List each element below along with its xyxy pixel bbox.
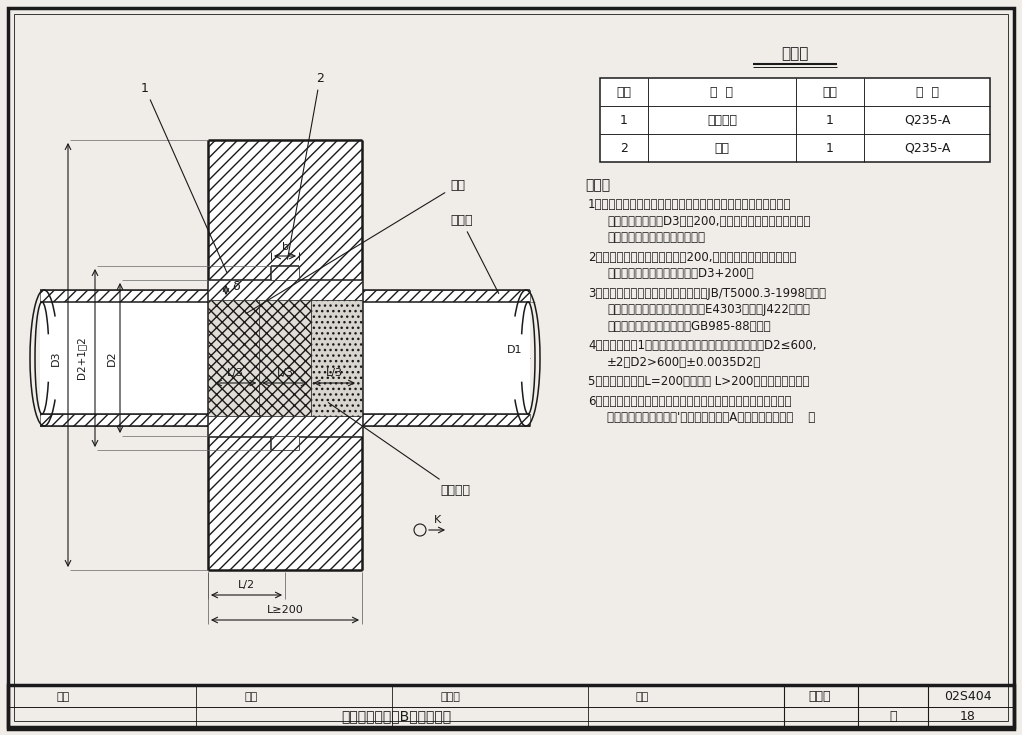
Text: 1: 1 xyxy=(826,113,834,126)
Text: 材料表: 材料表 xyxy=(781,46,808,62)
Text: 翼环: 翼环 xyxy=(714,142,730,154)
Text: 1: 1 xyxy=(620,113,628,126)
Text: 3．焊接结构尺寸公差与形位公差按照JB/T5000.3-1998执行。: 3．焊接结构尺寸公差与形位公差按照JB/T5000.3-1998执行。 xyxy=(588,287,826,299)
Text: L/3: L/3 xyxy=(227,368,244,378)
Text: L/3: L/3 xyxy=(326,368,342,378)
Text: 18: 18 xyxy=(960,709,976,723)
Text: 2: 2 xyxy=(287,71,324,259)
Text: L≥200: L≥200 xyxy=(267,605,304,615)
Text: 钢制套管: 钢制套管 xyxy=(707,113,737,126)
Bar xyxy=(600,78,990,162)
Text: K: K xyxy=(433,515,440,525)
Bar xyxy=(271,436,299,450)
Bar xyxy=(260,300,311,416)
Bar xyxy=(208,300,260,416)
Text: D2+1～2: D2+1～2 xyxy=(76,337,86,379)
Text: 材  料: 材 料 xyxy=(916,85,938,98)
Text: 坡口的基本形式与尺寸按照GB985-88执行。: 坡口的基本形式与尺寸按照GB985-88执行。 xyxy=(607,320,771,332)
Text: 图集号: 图集号 xyxy=(808,690,831,703)
Text: 2: 2 xyxy=(620,142,628,154)
Text: 内容明: 内容明 xyxy=(440,692,460,702)
Text: 序号: 序号 xyxy=(616,85,632,98)
Bar xyxy=(208,280,362,300)
Bar xyxy=(311,300,362,416)
Text: Q235-A: Q235-A xyxy=(903,142,950,154)
Bar xyxy=(362,290,530,302)
Text: ±2，D2>600，±0.0035D2。: ±2，D2>600，±0.0035D2。 xyxy=(607,356,761,368)
Text: 4．当套管（件1）采用卷制成型时，周长允许偏差为：D2≤600,: 4．当套管（件1）采用卷制成型时，周长允许偏差为：D2≤600, xyxy=(588,339,817,352)
Bar xyxy=(40,302,208,414)
Text: 说明：: 说明： xyxy=(585,178,610,192)
Text: 2．穿管处混凝土墙厚应不小于200,否则应使墙壁一边或两边加: 2．穿管处混凝土墙厚应不小于200,否则应使墙壁一边或两边加 xyxy=(588,251,796,264)
Text: L/2: L/2 xyxy=(238,580,256,590)
Text: 5．套管的重量以L=200计算，当 L>200时，应另行计算。: 5．套管的重量以L=200计算，当 L>200时，应另行计算。 xyxy=(588,375,809,388)
Text: 内．套管内的填料应紧密捣实。: 内．套管内的填料应紧密捣实。 xyxy=(607,231,705,244)
Text: 数量: 数量 xyxy=(823,85,837,98)
Text: 铸铁管: 铸铁管 xyxy=(450,213,499,293)
Text: 石棉水泥: 石棉水泥 xyxy=(328,403,470,497)
Text: 1．套管穿墙处如遇非混凝土墙壁时，应改用混凝土墙壁，其浇注: 1．套管穿墙处如遇非混凝土墙壁时，应改用混凝土墙壁，其浇注 xyxy=(588,198,791,211)
Text: 油麻: 油麻 xyxy=(246,179,465,314)
Bar xyxy=(362,302,530,414)
Text: 厚，加厚部分的直径至少应为D3+200。: 厚，加厚部分的直径至少应为D3+200。 xyxy=(607,267,753,280)
Text: L/3: L/3 xyxy=(277,368,293,378)
Bar xyxy=(362,414,530,426)
Bar xyxy=(208,140,362,280)
Text: 围应比翼环直径（D3）大200,而且必须将套管一次浇固于墙: 围应比翼环直径（D3）大200,而且必须将套管一次浇固于墙 xyxy=(607,215,810,228)
Text: b: b xyxy=(281,242,288,252)
Text: 6．当用于饮用水水池安装时，应在石棉水泥与水接触侧嵌填无毒: 6．当用于饮用水水池安装时，应在石棉水泥与水接触侧嵌填无毒 xyxy=(588,395,791,407)
Bar xyxy=(271,266,299,280)
Text: 1: 1 xyxy=(826,142,834,154)
Bar xyxy=(40,414,208,426)
Text: D2: D2 xyxy=(107,350,117,366)
Bar xyxy=(208,416,362,436)
Bar xyxy=(208,436,362,570)
Text: 02S404: 02S404 xyxy=(944,690,991,703)
Text: 1: 1 xyxy=(141,82,227,273)
Text: 焊接采用手工电弧焊，焊条型号E4303，牌号J422。焊缝: 焊接采用手工电弧焊，焊条型号E4303，牌号J422。焊缝 xyxy=(607,303,809,316)
Text: D1: D1 xyxy=(507,345,522,355)
Bar xyxy=(8,685,1014,729)
Text: 审核: 审核 xyxy=(56,692,69,702)
Text: 名  称: 名 称 xyxy=(710,85,734,98)
Text: 设计: 设计 xyxy=(636,692,649,702)
Text: 刚性防水套管（B型）安装图: 刚性防水套管（B型）安装图 xyxy=(341,709,451,723)
Text: D3: D3 xyxy=(51,351,61,366)
Bar xyxy=(40,290,208,302)
Text: δ: δ xyxy=(232,279,240,293)
Text: Q235-A: Q235-A xyxy=(903,113,950,126)
Text: 页: 页 xyxy=(889,709,896,723)
Text: 校对: 校对 xyxy=(244,692,258,702)
Text: 密封膏，做法见本图集'刚性防水套管（A型）安装图（二）    。: 密封膏，做法见本图集'刚性防水套管（A型）安装图（二） 。 xyxy=(607,411,816,424)
